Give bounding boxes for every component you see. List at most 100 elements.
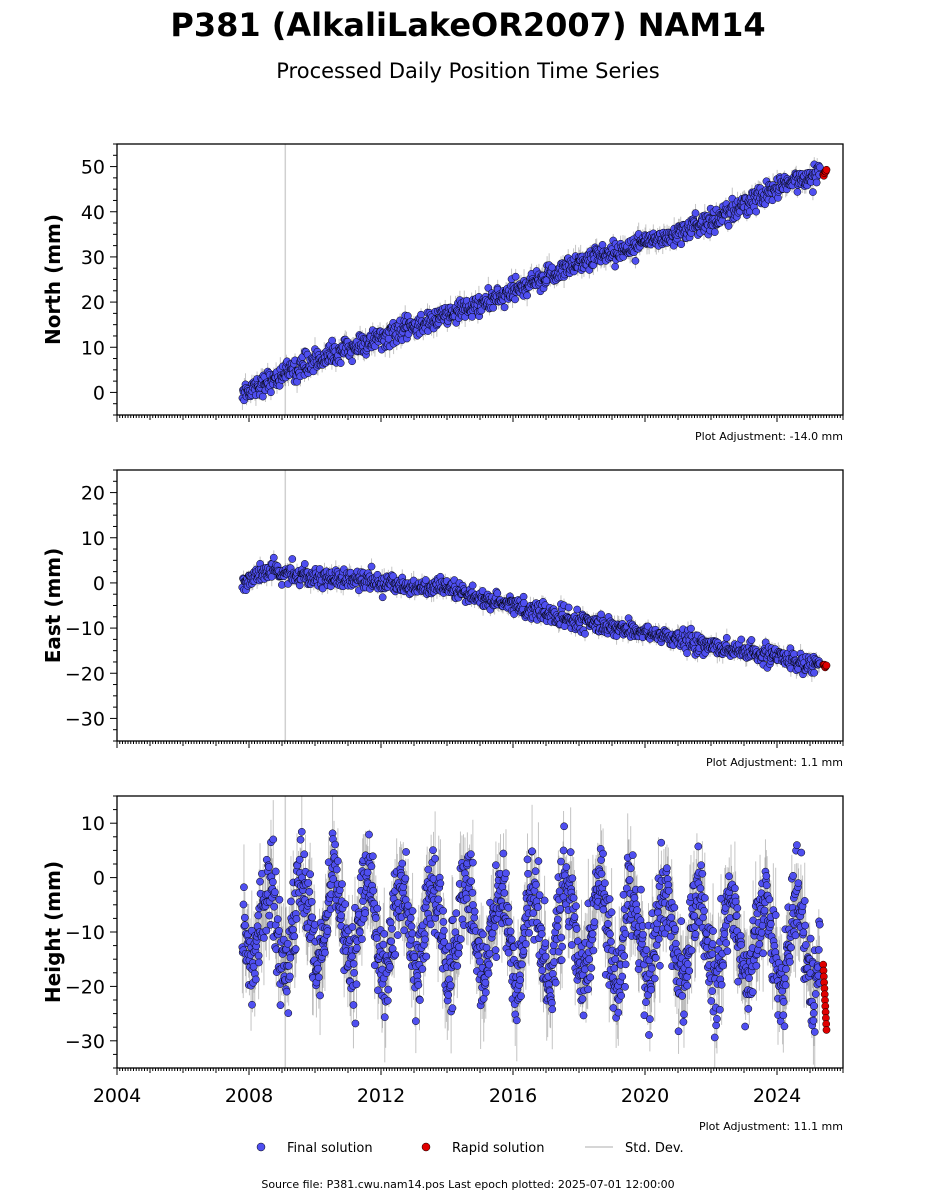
y-tick-label: 20 bbox=[81, 483, 105, 505]
final-point bbox=[737, 635, 746, 644]
final-point bbox=[421, 576, 430, 584]
final-point bbox=[297, 827, 306, 836]
final-point bbox=[269, 835, 278, 844]
final-point bbox=[328, 336, 337, 345]
final-point bbox=[284, 962, 293, 970]
final-point bbox=[358, 935, 366, 943]
final-point bbox=[520, 599, 528, 607]
final-point bbox=[292, 915, 301, 923]
final-point bbox=[269, 878, 277, 886]
final-point bbox=[350, 969, 358, 977]
y-tick-label: −10 bbox=[65, 618, 105, 640]
final-point bbox=[812, 178, 821, 187]
figure-title: P381 (AlkaliLakeOR2007) NAM14 bbox=[170, 6, 765, 44]
final-point bbox=[349, 959, 358, 968]
final-point bbox=[677, 240, 686, 249]
y-axis-label: East (mm) bbox=[41, 548, 65, 664]
final-points bbox=[238, 553, 824, 679]
final-point bbox=[265, 911, 274, 920]
final-point bbox=[306, 870, 315, 879]
final-point bbox=[275, 895, 284, 904]
final-point bbox=[816, 163, 824, 172]
final-point bbox=[597, 610, 605, 619]
final-point bbox=[511, 295, 519, 304]
final-point bbox=[286, 953, 295, 962]
final-point bbox=[251, 975, 260, 984]
final-point bbox=[810, 668, 819, 677]
final-point bbox=[468, 581, 477, 590]
final-point bbox=[493, 589, 502, 598]
final-point bbox=[500, 303, 509, 312]
final-point bbox=[275, 926, 283, 935]
final-point bbox=[289, 925, 297, 934]
final-point bbox=[378, 593, 387, 602]
final-point bbox=[336, 359, 345, 367]
final-point bbox=[283, 939, 292, 948]
y-axis-label: North (mm) bbox=[41, 214, 65, 345]
rapid-point bbox=[822, 165, 831, 174]
final-point bbox=[270, 902, 279, 911]
final-point bbox=[323, 927, 332, 936]
final-point bbox=[256, 877, 264, 886]
y-tick-label: −20 bbox=[65, 663, 105, 685]
y-tick-label: 20 bbox=[81, 292, 105, 314]
final-point bbox=[321, 948, 329, 957]
final-point bbox=[747, 636, 756, 644]
final-point bbox=[305, 887, 314, 896]
final-point bbox=[523, 291, 531, 300]
final-points bbox=[238, 160, 824, 405]
final-point bbox=[300, 850, 309, 859]
final-point bbox=[304, 879, 313, 887]
final-point bbox=[631, 257, 640, 265]
y-tick-label: 50 bbox=[81, 157, 105, 179]
final-point bbox=[282, 987, 291, 996]
final-point bbox=[334, 857, 342, 865]
final-point bbox=[239, 900, 248, 909]
final-point bbox=[254, 951, 263, 960]
final-point bbox=[468, 313, 476, 321]
final-point bbox=[348, 923, 357, 931]
final-point bbox=[331, 840, 339, 849]
plot-area bbox=[238, 470, 831, 741]
final-point bbox=[286, 972, 294, 981]
final-point bbox=[367, 562, 376, 571]
final-point bbox=[260, 934, 268, 942]
figure-subtitle: Processed Daily Position Time Series bbox=[276, 59, 660, 83]
rapid-point bbox=[822, 661, 831, 670]
final-point bbox=[307, 897, 316, 906]
plot-area bbox=[238, 796, 831, 1068]
final-point bbox=[314, 964, 322, 973]
final-point bbox=[683, 649, 691, 658]
y-tick-label: −30 bbox=[65, 708, 105, 730]
final-point bbox=[308, 913, 317, 922]
final-point bbox=[273, 915, 282, 923]
y-tick-label: 10 bbox=[81, 337, 105, 359]
final-point bbox=[351, 1019, 360, 1028]
final-point bbox=[573, 605, 582, 614]
final-point bbox=[337, 911, 345, 920]
rapid-points bbox=[819, 660, 831, 672]
plot-frame bbox=[116, 143, 844, 416]
plot-adjustment-label: Plot Adjustment: -14.0 mm bbox=[695, 430, 843, 443]
final-point bbox=[332, 865, 341, 874]
final-point bbox=[300, 560, 309, 568]
final-point bbox=[284, 1009, 293, 1017]
final-point bbox=[265, 863, 273, 871]
final-point bbox=[691, 209, 700, 218]
final-point bbox=[687, 624, 695, 633]
plot-area bbox=[238, 144, 831, 415]
final-point bbox=[710, 228, 719, 236]
final-point bbox=[288, 555, 297, 563]
final-point bbox=[269, 553, 278, 562]
final-point bbox=[793, 188, 802, 196]
y-tick-label: 10 bbox=[81, 528, 105, 550]
plot-adjustment-label: Plot Adjustment: 1.1 mm bbox=[706, 756, 843, 769]
final-point bbox=[338, 880, 346, 888]
final-point bbox=[287, 897, 295, 906]
final-point bbox=[240, 913, 249, 922]
final-point bbox=[276, 1001, 285, 1009]
final-point bbox=[341, 900, 350, 908]
final-point bbox=[267, 388, 275, 397]
